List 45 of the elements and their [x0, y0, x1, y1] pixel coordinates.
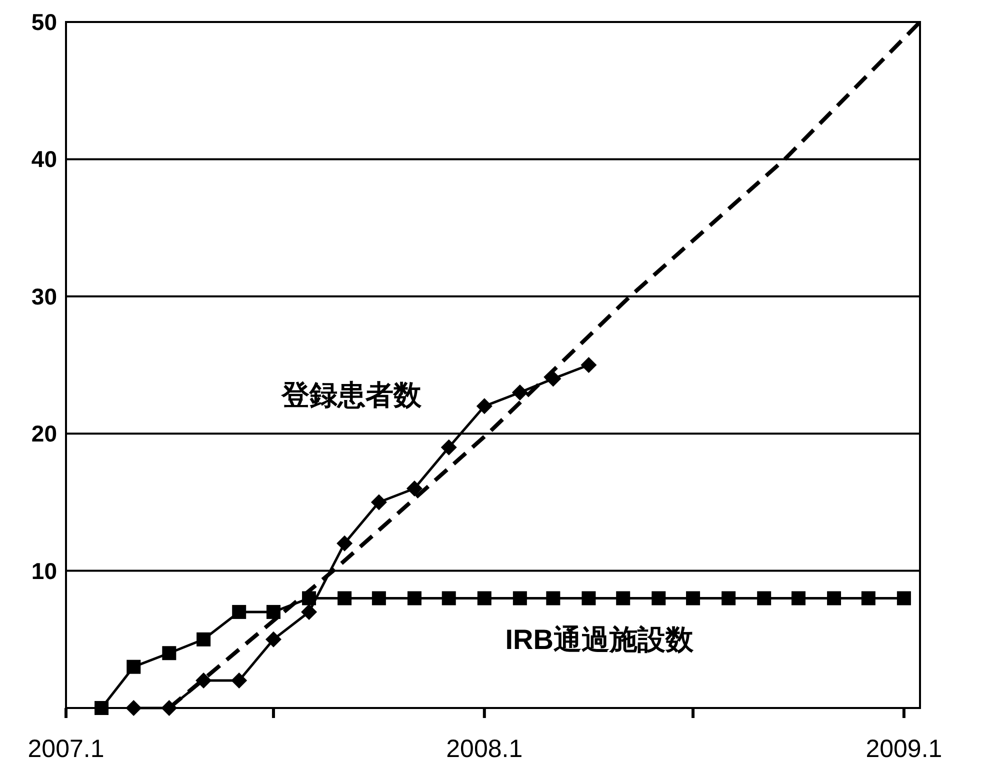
point: [580, 357, 597, 373]
x-tick-label: 2008.1: [446, 735, 523, 763]
point: [162, 646, 176, 660]
point: [338, 591, 352, 606]
point: [301, 604, 318, 620]
series-label: 登録患者数: [280, 379, 423, 410]
x-tick-label: 2009.1: [866, 735, 942, 763]
point: [791, 591, 806, 606]
point: [757, 591, 772, 606]
point: [94, 701, 109, 715]
point: [722, 591, 736, 606]
point: [861, 591, 876, 606]
point: [266, 604, 280, 619]
point: [827, 591, 842, 606]
y-tick-label: 30: [31, 283, 57, 310]
point: [512, 591, 527, 606]
point: [652, 591, 666, 606]
x-tick-label: 2007.1: [28, 735, 104, 763]
point: [616, 591, 630, 606]
point: [196, 632, 211, 646]
y-tick-label: 10: [31, 558, 57, 584]
point: [232, 604, 246, 619]
y-tick-label: 50: [31, 9, 57, 35]
point: [336, 535, 353, 552]
point: [440, 439, 457, 456]
point: [372, 591, 386, 606]
point: [126, 660, 141, 674]
point: [476, 398, 492, 414]
point: [126, 700, 142, 716]
series-label: IRB通過施設数: [505, 624, 695, 656]
point: [512, 384, 528, 400]
point: [265, 631, 282, 648]
point: [442, 591, 456, 606]
point: [477, 591, 492, 606]
point: [231, 672, 248, 689]
y-tick-label: 20: [31, 420, 57, 447]
point: [407, 591, 422, 606]
y-tick-label: 40: [31, 146, 57, 172]
point: [370, 494, 387, 510]
point: [896, 591, 911, 606]
point: [196, 672, 212, 689]
point: [686, 591, 700, 606]
point: [406, 480, 422, 496]
point: [582, 591, 596, 606]
point: [546, 591, 560, 606]
